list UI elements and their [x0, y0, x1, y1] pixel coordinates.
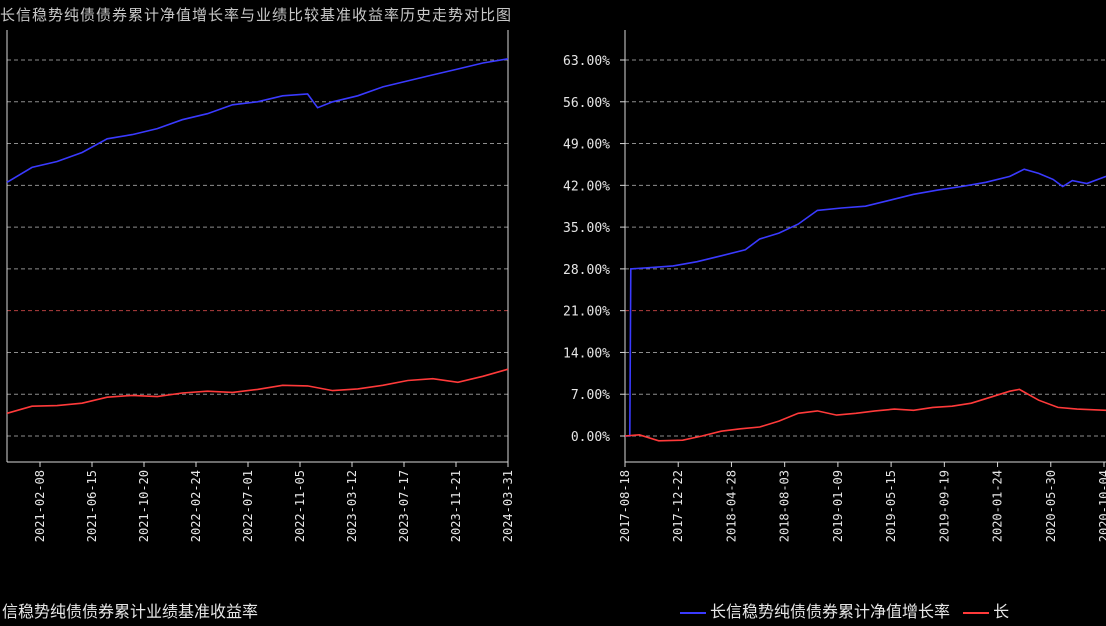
- right-y-tick-label: 42.00%: [563, 179, 610, 194]
- right-x-tick-label: 2017-12-22: [671, 470, 685, 542]
- right-y-tick-label: 56.00%: [563, 96, 610, 111]
- right-x-tick-label: 2019-05-15: [884, 470, 898, 542]
- right-x-tick-label: 2018-08-03: [778, 470, 792, 542]
- right-series-line: [624, 388, 1106, 442]
- right-y-tick-label: 21.00%: [563, 305, 610, 320]
- right-series-line: [625, 168, 1106, 437]
- left-x-tick-label: 2023-07-17: [397, 470, 411, 542]
- right-legend: 长信稳势纯债债券累计净值增长率 长: [680, 598, 1009, 622]
- left-series-line: [6, 368, 509, 415]
- right-x-tick-label: 2018-04-28: [724, 470, 738, 542]
- left-legend-label: 信稳势纯债债券累计业绩基准收益率: [2, 602, 259, 621]
- left-x-tick-label: 2024-03-31: [501, 470, 515, 542]
- fund-legend-label: 长信稳势纯债债券累计净值增长率: [710, 602, 951, 621]
- right-y-tick-label: 35.00%: [563, 221, 610, 236]
- right-x-tick-label: 2019-09-19: [937, 470, 951, 542]
- right-x-tick-label: 2020-01-24: [991, 470, 1005, 542]
- right-x-tick-label: 2019-01-09: [831, 470, 845, 542]
- left-legend: 信稳势纯债债券累计业绩基准收益率: [2, 598, 258, 622]
- left-x-tick-label: 2022-11-05: [293, 470, 307, 542]
- left-x-tick-label: 2023-11-21: [449, 470, 463, 542]
- bench-legend-swatch: [963, 611, 990, 614]
- right-y-tick-label: 0.00%: [571, 430, 610, 445]
- left-x-tick-label: 2021-06-15: [85, 470, 99, 542]
- fund-legend-swatch: [680, 611, 706, 614]
- left-x-tick-label: 2021-10-20: [137, 470, 151, 542]
- left-x-tick-label: 2023-03-12: [345, 470, 359, 542]
- right-x-tick-label: 2017-08-18: [618, 470, 632, 542]
- left-series-line: [6, 58, 509, 183]
- right-x-tick-label: 2020-05-30: [1044, 470, 1058, 542]
- right-y-tick-label: 28.00%: [563, 263, 610, 278]
- chart-header-title: 长信稳势纯债债券累计净值增长率与业绩比较基准收益率历史走势对比图: [0, 6, 513, 24]
- right-y-tick-label: 63.00%: [563, 54, 610, 69]
- right-y-tick-label: 14.00%: [563, 346, 610, 361]
- right-y-tick-label: 49.00%: [563, 138, 610, 153]
- left-x-tick-label: 2022-02-24: [189, 470, 203, 542]
- left-x-tick-label: 2021-02-08: [33, 470, 47, 542]
- left-x-tick-label: 2022-07-01: [241, 470, 255, 542]
- chart-header: 长信稳势纯债债券累计净值增长率与业绩比较基准收益率历史走势对比图: [0, 0, 1106, 26]
- right-y-tick-label: 7.00%: [571, 388, 610, 403]
- right-x-tick-label: 2020-10-04: [1097, 470, 1106, 542]
- bench-legend-label: 长: [993, 602, 1010, 621]
